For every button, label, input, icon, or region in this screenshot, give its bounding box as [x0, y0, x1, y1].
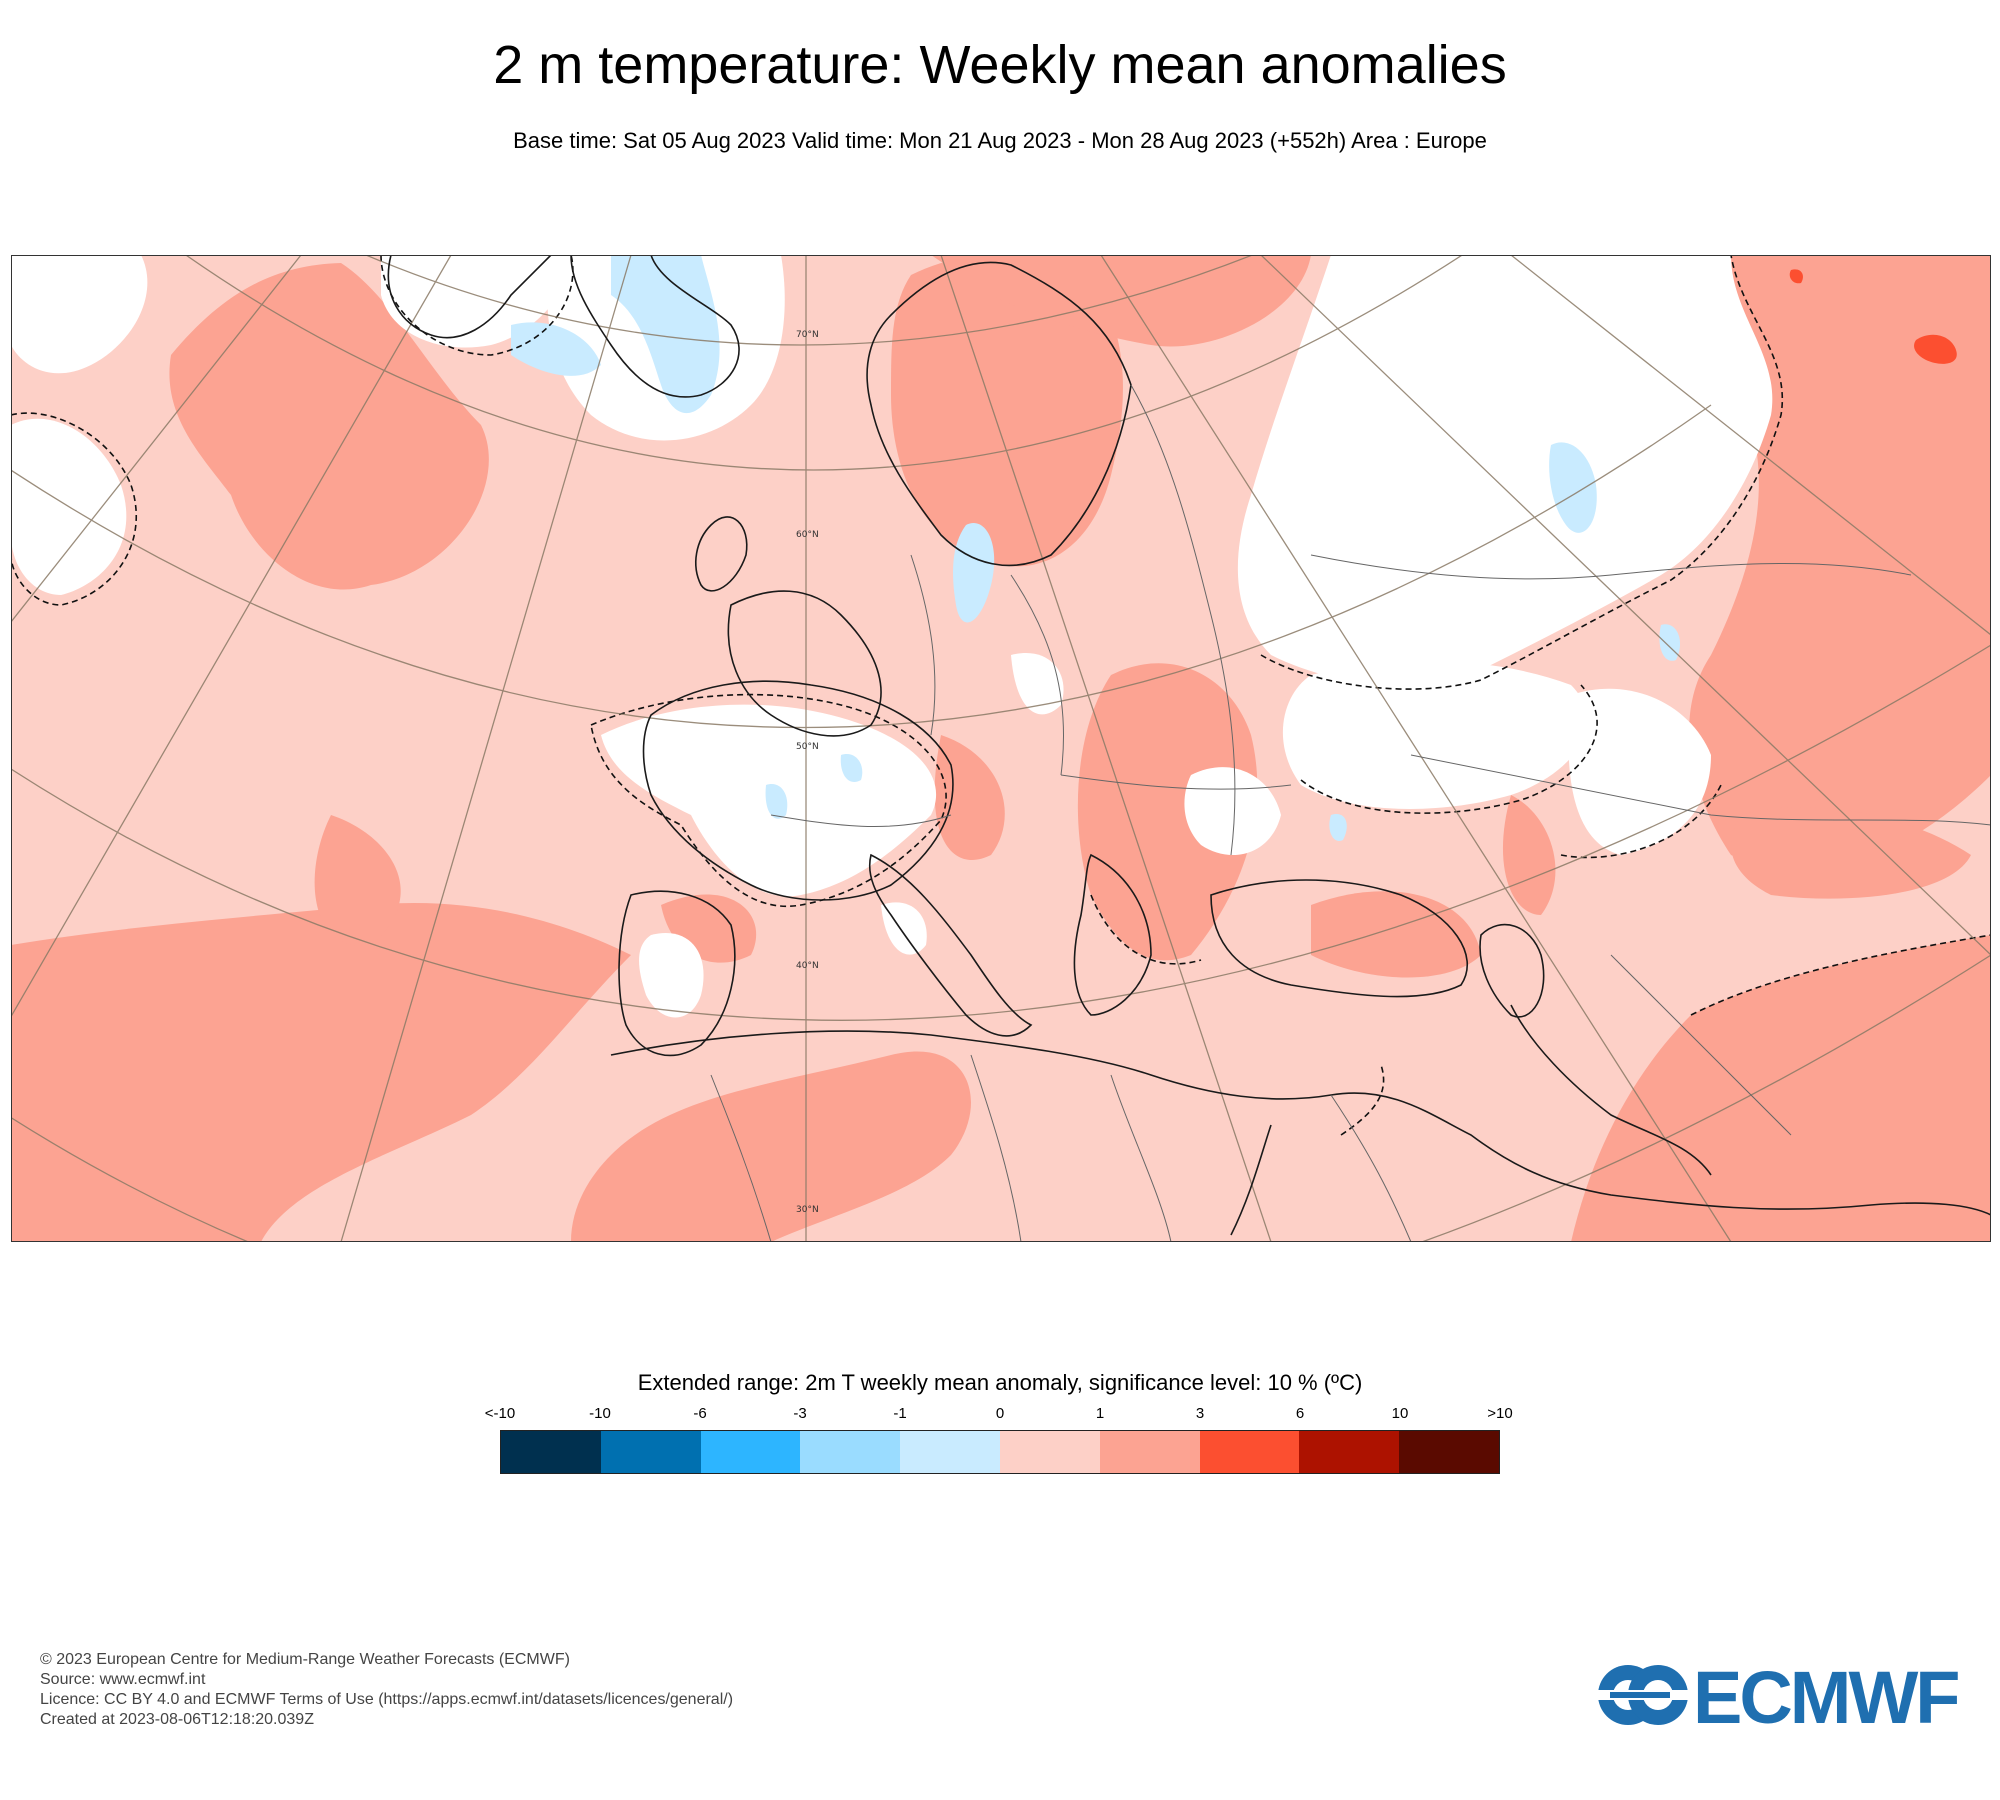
legend-swatch-7 [1199, 1431, 1300, 1473]
latitude-label-50: 50°N [796, 742, 819, 752]
legend-title: Extended range: 2m T weekly mean anomaly… [637, 1370, 1363, 1395]
copyright-line: © 2023 European Centre for Medium-Range … [40, 1651, 570, 1668]
legend-tick: -6 [693, 1405, 707, 1422]
warm-anomaly-regions [11, 255, 1991, 1242]
page-subtitle: Base time: Sat 05 Aug 2023 Valid time: M… [513, 128, 1487, 153]
legend-tick: 0 [995, 1405, 1005, 1422]
created-line: Created at 2023-08-06T12:18:20.039Z [40, 1711, 314, 1728]
land-borders [710, 384, 1991, 1242]
ecmwf-logo: ECMWF [1590, 1655, 1970, 1739]
legend-swatch-5 [999, 1431, 1100, 1473]
legend-tick: <-10 [484, 1405, 516, 1422]
legend-swatch-6 [1099, 1431, 1200, 1473]
latitude-label-40: 40°N [796, 961, 819, 971]
legend-tick: 10 [1391, 1405, 1409, 1422]
latitude-label-60: 60°N [796, 530, 819, 540]
latitude-label-30: 30°N [796, 1205, 819, 1215]
cool-anomaly-regions [511, 255, 1681, 841]
significance-contours [11, 255, 1991, 1136]
coastlines [387, 255, 1991, 1236]
neutral-regions [11, 255, 1773, 1018]
legend-colorbar [500, 1430, 1500, 1474]
legend-swatch-1 [600, 1431, 701, 1473]
graticule [11, 255, 1991, 1242]
legend-swatch-3 [800, 1431, 901, 1473]
legend-tick: 6 [1295, 1405, 1305, 1422]
licence-line: Licence: CC BY 4.0 and ECMWF Terms of Us… [40, 1691, 734, 1708]
legend-tick: 3 [1195, 1405, 1205, 1422]
legend-swatch-0 [501, 1431, 601, 1473]
legend-tick: 1 [1095, 1405, 1105, 1422]
legend-swatch-8 [1299, 1431, 1400, 1473]
source-line: Source: www.ecmwf.int [40, 1671, 206, 1688]
map-canvas: 70°N 60°N 50°N 40°N 30°N [11, 255, 1991, 1242]
legend-tick: >10 [1487, 1405, 1513, 1422]
hot-anomaly-regions [1789, 269, 1957, 364]
legend-tick: -1 [893, 1405, 907, 1422]
legend-swatch-4 [900, 1431, 1000, 1473]
legend-tick: -3 [793, 1405, 807, 1422]
footer-credits: © 2023 European Centre for Medium-Range … [40, 1650, 733, 1730]
ecmwf-logo-icon: ECMWF [1598, 1656, 1961, 1739]
legend-swatch-2 [700, 1431, 801, 1473]
logo-text: ECMWF [1693, 1656, 1958, 1735]
latitude-label-70: 70°N [796, 330, 819, 340]
map-border [11, 255, 1991, 1242]
anomaly-map: 70°N 60°N 50°N 40°N 30°N [11, 255, 1991, 1242]
page-title: 2 m temperature: Weekly mean anomalies [493, 35, 1507, 95]
legend-swatch-9 [1399, 1431, 1499, 1473]
legend-ticks: <-10 -10 -6 -3 -1 0 1 3 6 10 >10 [0, 1405, 2000, 1425]
legend-tick: -10 [589, 1405, 611, 1422]
